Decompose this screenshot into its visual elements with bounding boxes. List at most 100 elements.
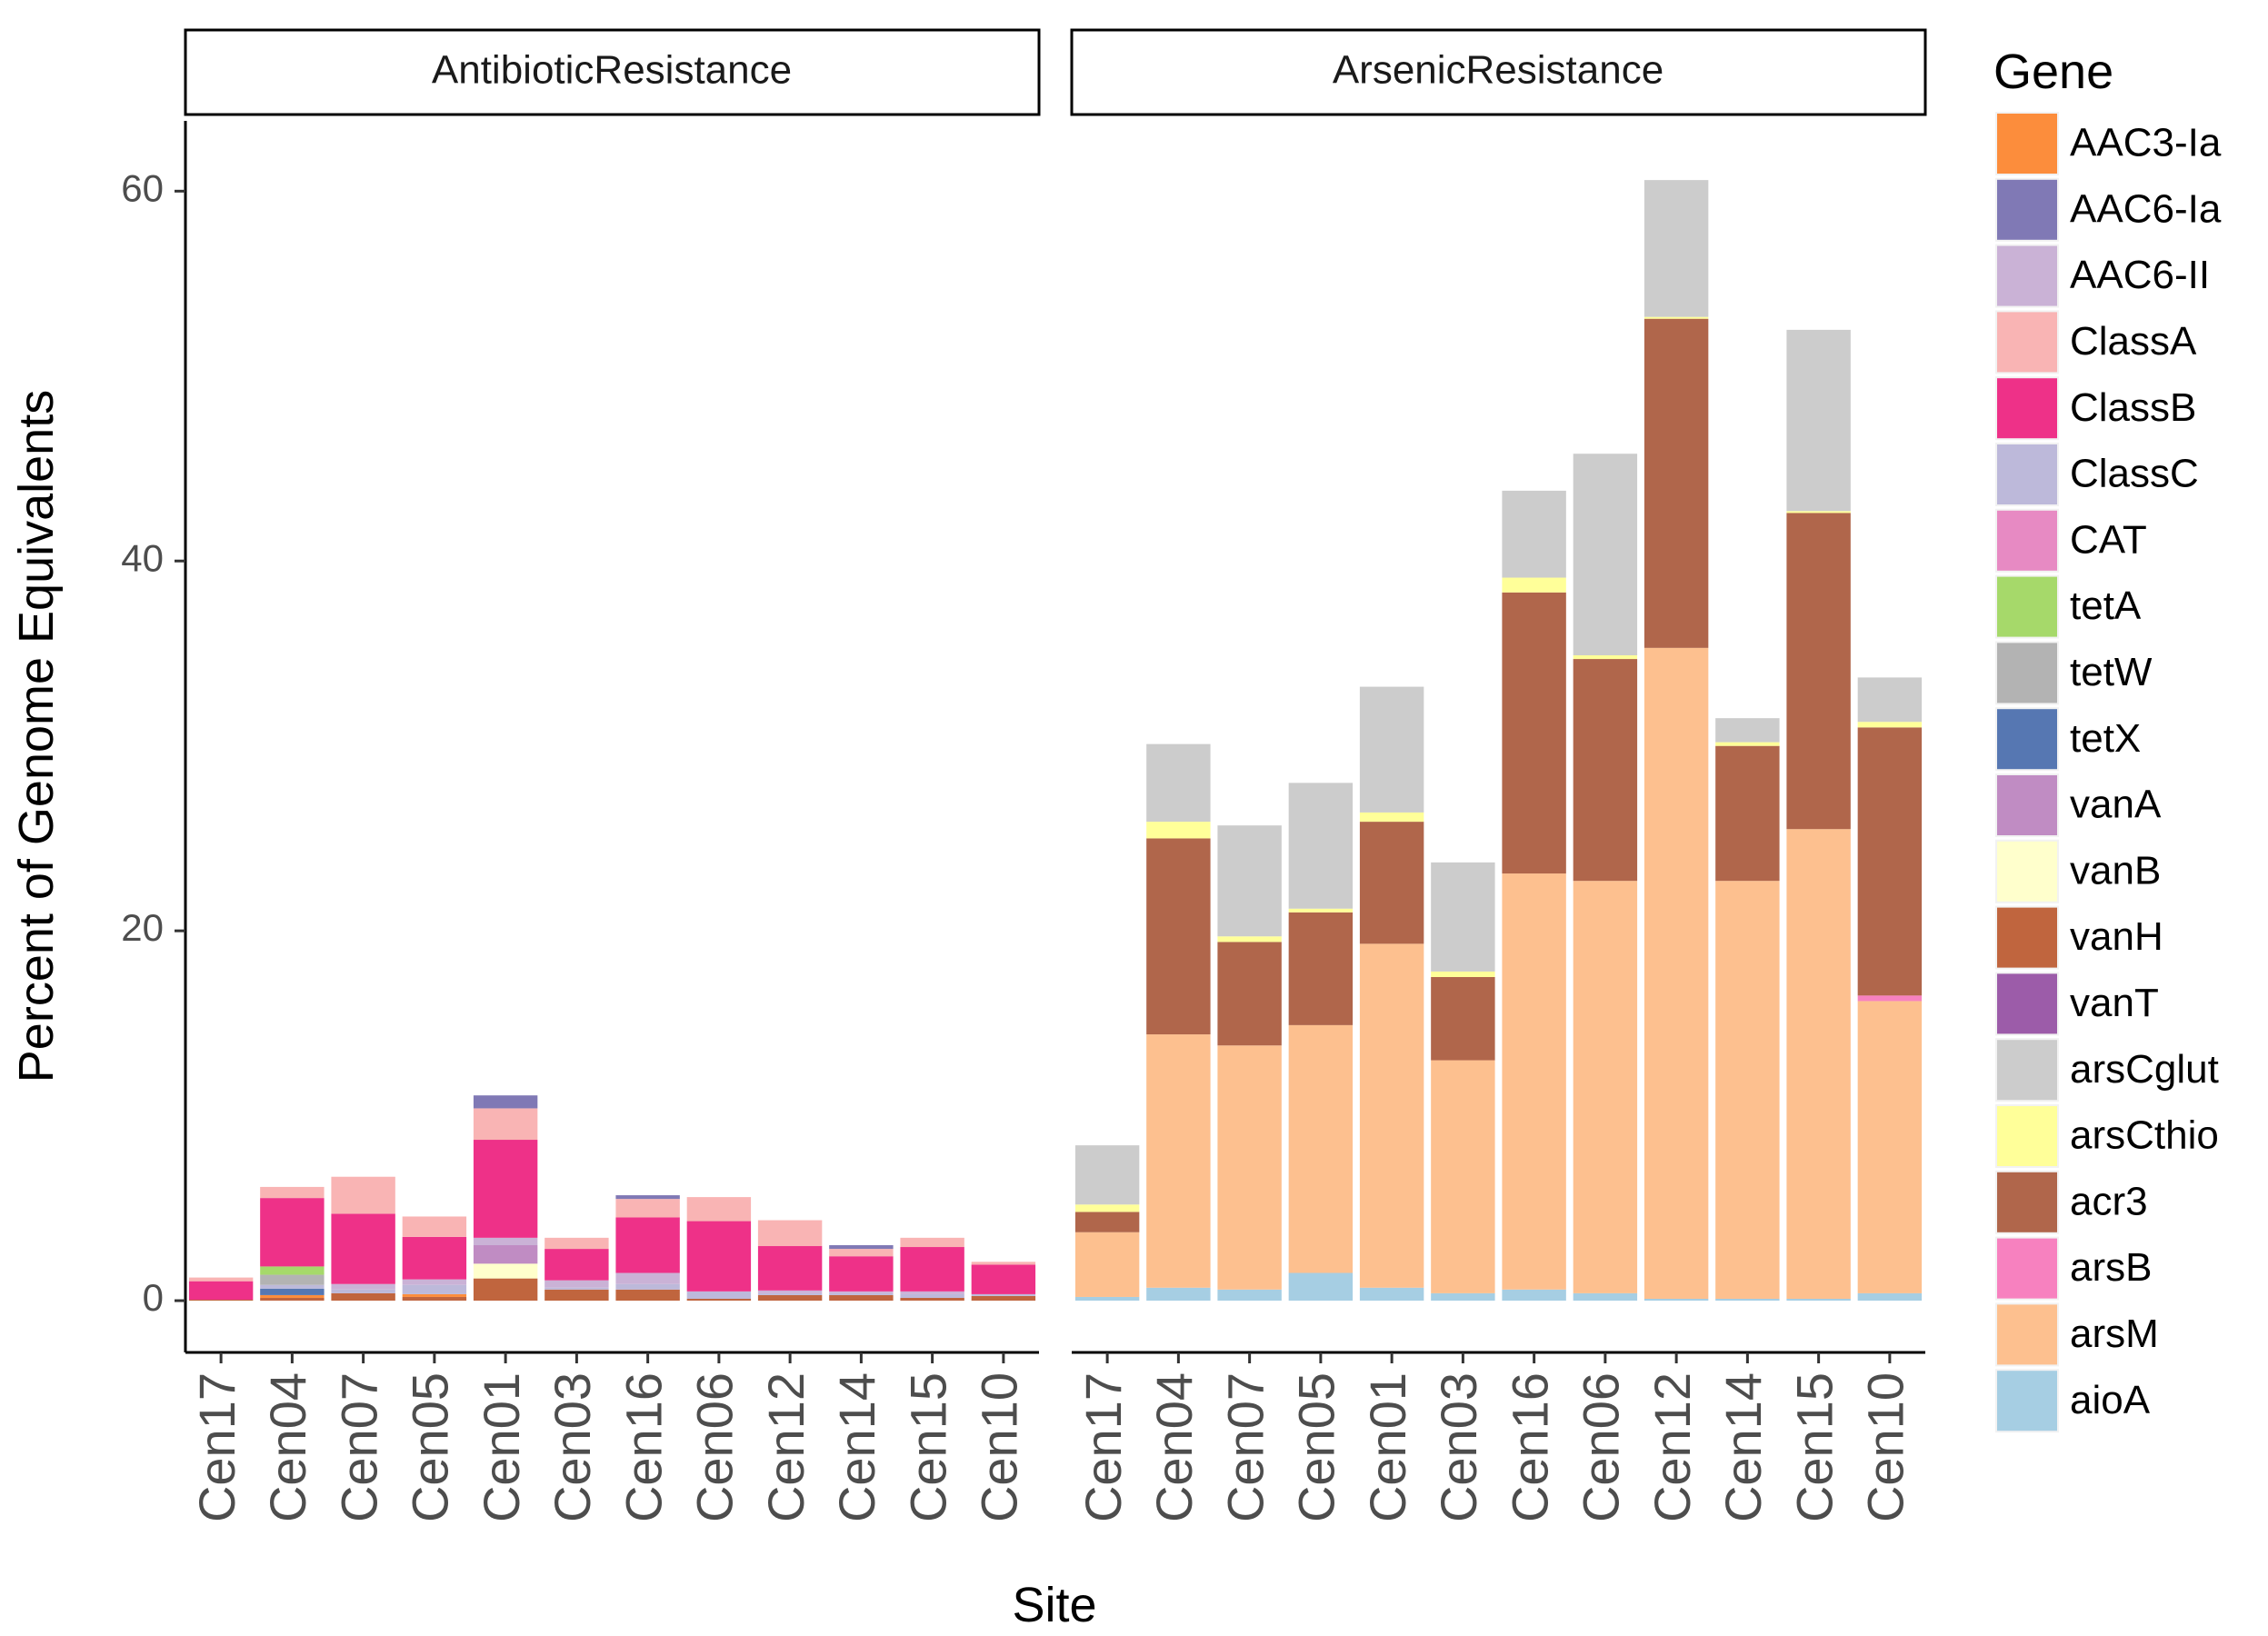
x-tick-label: Cen16 [1501,1372,1558,1522]
facet-strips: AntibioticResistance ArsenicResistance [184,28,1927,116]
legend-swatch-vant [1997,973,2057,1034]
facet-strip-box [1070,28,1927,116]
bar-antibioticresistance-cen04-classb [260,1198,325,1267]
y-tick-label: 0 [143,1276,164,1319]
bar-antibioticresistance-cen10-classc [971,1293,1036,1296]
bar-arsenicresistance-cen01-arsm [1359,943,1424,1288]
bar-arsenicresistance-cen07-arscthio [1217,936,1282,943]
bar-antibioticresistance-cen17-vanh [188,1300,254,1302]
bar-antibioticresistance-cen04-classc [260,1284,325,1289]
bar-antibioticresistance-cen05-classa [402,1216,467,1237]
bar-arsenicresistance-cen17-arscglut [1074,1145,1140,1205]
bar-arsenicresistance-cen07-arscglut [1217,825,1282,937]
bar-arsenicresistance-cen06-arscglut [1573,454,1638,655]
bar-antibioticresistance-cen05-vanh [402,1296,467,1302]
bar-arsenicresistance-cen04-aioa [1146,1287,1211,1302]
bar-arsenicresistance-cen14-acr3 [1715,745,1780,882]
bar-antibioticresistance-cen07-vanh [331,1292,395,1302]
x-tick-label: Cen07 [330,1372,387,1522]
bar-arsenicresistance-cen10-arscglut [1857,677,1923,723]
legend-swatch-aac6-ia [1997,179,2057,240]
x-tick-label: Cen15 [1785,1372,1843,1522]
bar-arsenicresistance-cen04-acr3 [1146,838,1211,1035]
facet-strip-arsenic: ArsenicResistance [1070,28,1927,116]
legend-swatch-cat [1997,510,2057,571]
bar-antibioticresistance-cen14-vanh [829,1294,894,1302]
facet-strip-antibiotic: AntibioticResistance [184,28,1041,116]
bar-antibioticresistance-cen17-classa [188,1277,254,1282]
legend-title: Gene [1993,45,2113,99]
x-tick-label: Cen17 [1074,1372,1132,1522]
bar-antibioticresistance-cen16-classa [615,1199,680,1218]
legend-label-classc: ClassC [2070,452,2199,496]
x-tick-label: Cen12 [1644,1372,1701,1522]
y-tick-label: 40 [121,536,164,579]
bar-antibioticresistance-cen01-classa [473,1108,538,1141]
legend-label-teta: tetA [2070,584,2142,628]
bar-antibioticresistance-cen05-aac3-ia [402,1293,467,1297]
legend: Gene AAC3-Ia AAC6-Ia AAC6-II ClassA ClassB Cl… [1993,45,2222,1433]
bar-antibioticresistance-cen01-vanb [473,1263,538,1279]
legend-swatch-classa [1997,312,2057,373]
bar-antibioticresistance-cen14-classa [829,1249,894,1257]
legend-label-cat: CAT [2070,517,2147,562]
x-tick-label: Cen16 [614,1372,672,1522]
x-tick-label: Cen12 [757,1372,814,1522]
bar-arsenicresistance-cen15-acr3 [1786,513,1851,830]
x-tick-label: Cen05 [402,1372,459,1522]
bar-antibioticresistance-cen16-aac6-ia [615,1195,680,1200]
bar-antibioticresistance-cen03-classa [545,1237,609,1250]
bar-antibioticresistance-cen15-vanh [900,1297,964,1302]
legend-swatch-acr3 [1997,1172,2057,1232]
bar-antibioticresistance-cen12-vanh [757,1294,823,1302]
bar-arsenicresistance-cen10-arsm [1857,1001,1923,1293]
bar-antibioticresistance-cen03-aac6-ii [545,1280,609,1288]
bar-arsenicresistance-cen03-arsm [1431,1060,1495,1293]
legend-label-aioa: aioA [2070,1378,2151,1422]
bar-antibioticresistance-cen03-classb [545,1249,609,1281]
legend-label-arsm: arsM [2070,1312,2159,1356]
legend-swatch-teta [1997,576,2057,637]
bar-arsenicresistance-cen04-arscglut [1146,743,1211,823]
bar-arsenicresistance-cen07-arsm [1217,1045,1282,1290]
bar-antibioticresistance-cen15-classc [900,1293,964,1298]
bar-antibioticresistance-cen04-teta [260,1266,325,1275]
legend-swatch-arscthio [1997,1106,2057,1166]
bar-arsenicresistance-cen15-arsm [1786,829,1851,1299]
bar-arsenicresistance-cen12-arscglut [1644,180,1709,317]
bar-arsenicresistance-cen05-aioa [1288,1272,1354,1302]
bar-arsenicresistance-cen03-aioa [1431,1292,1495,1302]
bar-antibioticresistance-cen12-classc [757,1292,823,1295]
bar-antibioticresistance-cen01-aac6-ii [473,1237,538,1245]
legend-swatch-tetx [1997,709,2057,770]
legend-label-arscglut: arsCglut [2070,1047,2219,1092]
x-tick-label: Cen14 [828,1372,885,1522]
facet-title-arsenic: ArsenicResistance [1333,48,1664,93]
legend-swatch-aac6-ii [1997,245,2057,306]
bar-arsenicresistance-cen14-arscthio [1715,742,1780,746]
legend-swatch-arsm [1997,1304,2057,1365]
bar-antibioticresistance-cen06-classc [686,1291,752,1299]
bar-antibioticresistance-cen14-aac6-ia [829,1245,894,1250]
legend-swatch-vana [1997,775,2057,835]
x-tick-label: Cen04 [259,1372,316,1522]
bar-antibioticresistance-cen05-aac6-ii [402,1279,467,1285]
legend-swatch-arsb [1997,1238,2057,1299]
bar-antibioticresistance-cen17-classb [188,1281,254,1301]
bar-arsenicresistance-cen14-arscglut [1715,718,1780,743]
x-tick-label: Cen06 [686,1372,744,1522]
bar-antibioticresistance-cen15-classa [900,1237,964,1248]
bar-arsenicresistance-cen14-arsm [1715,881,1780,1299]
bar-arsenicresistance-cen17-aioa [1074,1296,1140,1302]
bar-antibioticresistance-cen12-classa [757,1220,823,1247]
bar-antibioticresistance-cen14-classc [829,1292,894,1295]
x-tick-label: Cen17 [188,1372,245,1522]
bar-antibioticresistance-cen16-vanh [615,1289,680,1302]
bar-antibioticresistance-cen01-vanh [473,1278,538,1302]
bar-arsenicresistance-cen05-arsm [1288,1024,1354,1273]
legend-swatch-classb [1997,378,2057,439]
legend-swatch-classc [1997,444,2057,504]
x-tick-label: Cen10 [1857,1372,1914,1522]
bar-antibioticresistance-cen03-vanh [545,1289,609,1302]
